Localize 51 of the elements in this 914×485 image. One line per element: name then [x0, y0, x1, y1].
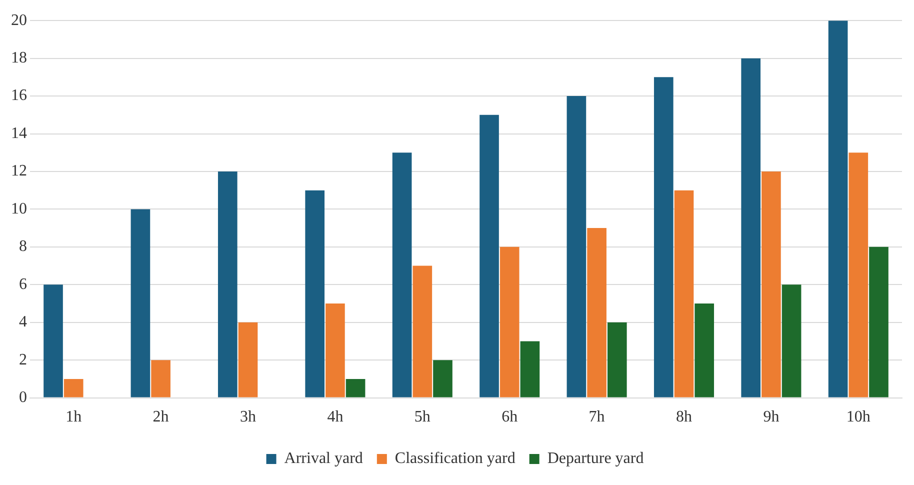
bar	[587, 228, 606, 398]
x-tick-label: 2h	[152, 408, 169, 426]
bar	[130, 209, 150, 398]
bar	[326, 304, 345, 398]
x-tick-label: 6h	[502, 408, 518, 426]
y-tick-label: 6	[19, 276, 27, 293]
bar	[741, 58, 761, 398]
x-tick-label: 9h	[763, 408, 780, 426]
bar	[848, 152, 868, 398]
bar	[654, 77, 674, 398]
y-tick-label: 18	[11, 50, 27, 67]
legend-label: Arrival yard	[284, 450, 363, 468]
bar	[762, 171, 781, 398]
y-tick-label: 0	[19, 389, 27, 406]
x-tick-label: 3h	[240, 408, 256, 426]
bar	[151, 360, 170, 398]
bar	[346, 378, 366, 398]
y-tick-label: 10	[11, 200, 27, 218]
bar	[828, 20, 848, 398]
bar	[520, 341, 540, 398]
bar	[412, 266, 432, 398]
y-tick-label: 16	[11, 87, 27, 104]
bar	[566, 96, 586, 398]
bar	[392, 152, 412, 398]
bar	[674, 190, 694, 398]
bar	[44, 284, 63, 398]
y-tick-label: 4	[19, 314, 27, 331]
y-tick-label: 2	[19, 351, 27, 368]
legend-label: Classification yard	[394, 450, 516, 468]
bar	[869, 246, 888, 398]
bar	[694, 304, 714, 398]
legend-label: Departure yard	[547, 450, 644, 468]
y-tick-label: 12	[11, 162, 27, 180]
bar	[607, 322, 627, 398]
x-tick-label: 7h	[588, 408, 605, 426]
bar	[433, 360, 452, 398]
bar	[782, 284, 802, 398]
x-tick-label: 10h	[846, 408, 870, 426]
bar	[305, 190, 325, 398]
bar	[480, 114, 499, 398]
bar	[238, 322, 258, 398]
y-tick-label: 20	[11, 12, 27, 29]
x-tick-label: 4h	[327, 408, 344, 426]
y-tick-label: 8	[19, 238, 27, 256]
bar	[500, 246, 520, 398]
y-tick-label: 14	[11, 124, 27, 142]
x-tick-label: 5h	[414, 408, 430, 426]
bar	[218, 171, 238, 398]
x-tick-label: 8h	[676, 408, 692, 426]
x-tick-label: 1h	[66, 408, 82, 426]
bar	[64, 378, 84, 398]
